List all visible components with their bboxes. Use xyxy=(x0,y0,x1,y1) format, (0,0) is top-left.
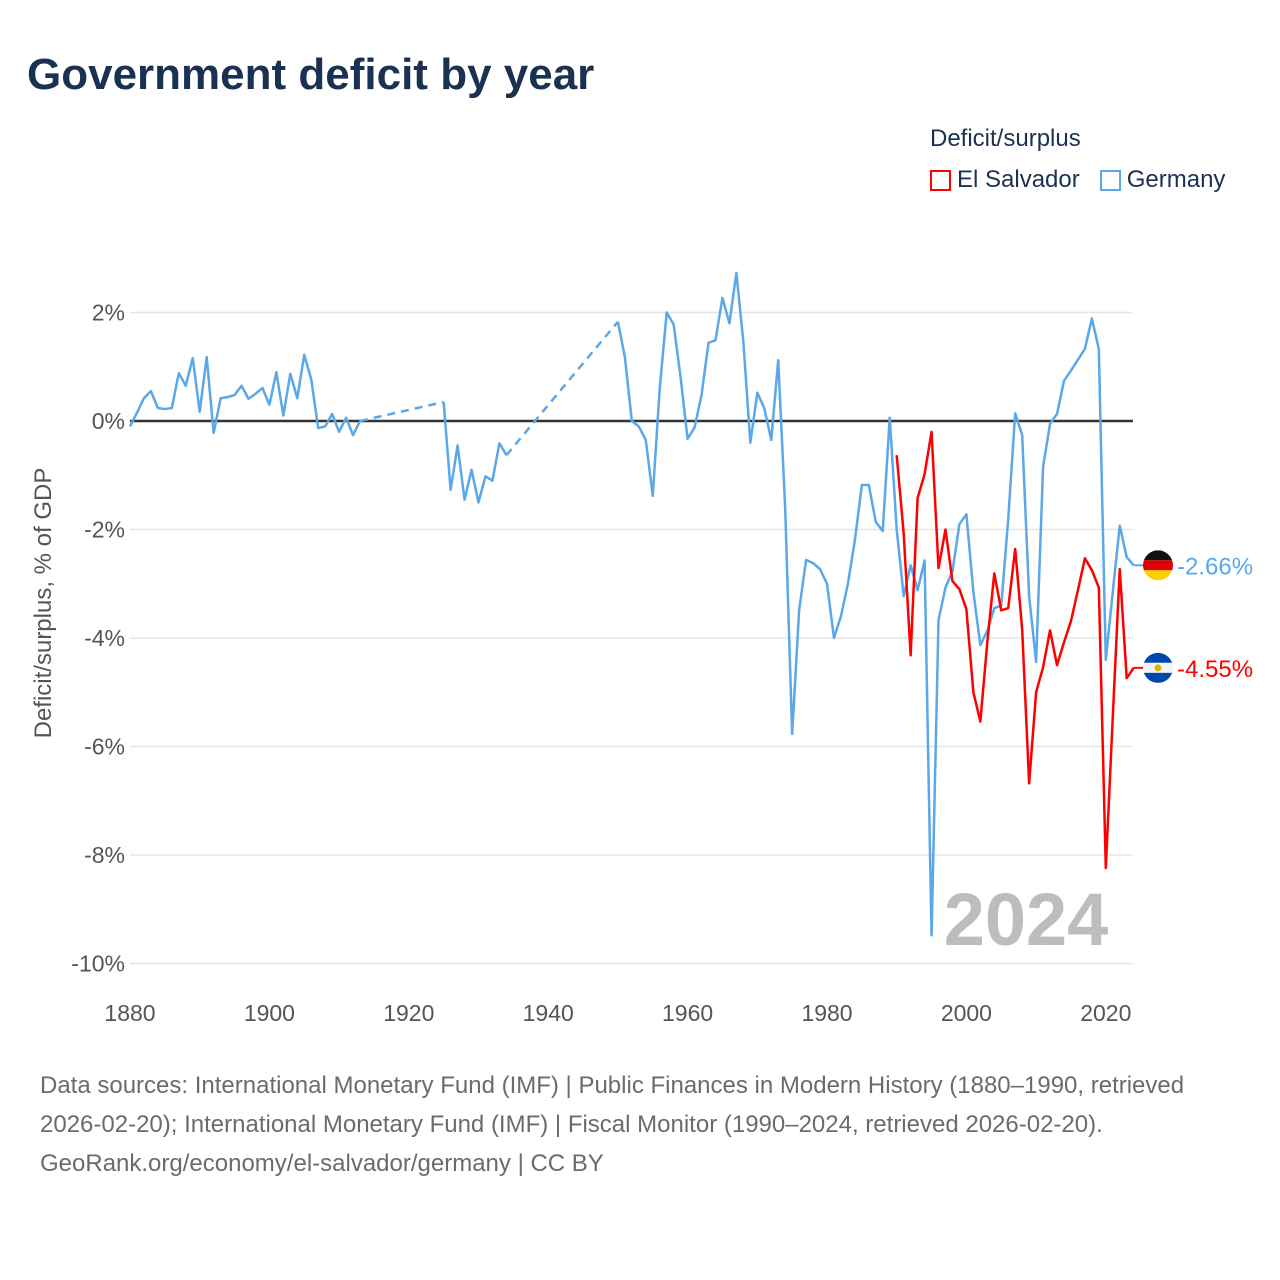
x-tick-label: 1940 xyxy=(523,1000,574,1026)
x-tick-label: 1920 xyxy=(383,1000,434,1026)
y-tick-label: -4% xyxy=(84,625,125,651)
x-tick-label: 1980 xyxy=(801,1000,852,1026)
series-line-germany xyxy=(128,353,362,437)
x-tick-label: 1880 xyxy=(104,1000,155,1026)
x-tick-label: 1960 xyxy=(662,1000,713,1026)
footer: Data sources: International Monetary Fun… xyxy=(40,1066,1250,1183)
legend-title: Deficit/surplus xyxy=(930,125,1081,152)
legend-item-el-salvador[interactable]: El Salvador xyxy=(930,166,1080,194)
y-tick-label: -6% xyxy=(84,734,125,760)
series-el-salvador xyxy=(895,430,1135,870)
el-salvador-flag-icon xyxy=(1143,652,1173,683)
y-tick-label: -2% xyxy=(84,517,125,543)
current-year-label: 2024 xyxy=(944,878,1109,961)
y-tick-label: 0% xyxy=(92,408,125,434)
x-tick-label: 2000 xyxy=(941,1000,992,1026)
y-axis-title: Deficit/surplus, % of GDP xyxy=(30,468,57,739)
series-line-el-salvador xyxy=(895,430,1135,870)
y-tick-label: -10% xyxy=(71,951,125,977)
x-axis-ticks: 1880 1900 1920 1940 1960 1980 2000 2020 xyxy=(104,1000,1131,1026)
series-gap-line-germany xyxy=(505,320,619,456)
legend-label: Germany xyxy=(1126,166,1226,193)
legend-swatch-germany xyxy=(1099,169,1121,191)
y-axis-ticks: 2% 0% -2% -4% -6% -8% -10% xyxy=(71,300,125,977)
credit-link[interactable]: GeoRank.org/economy/el-salvador/germany … xyxy=(40,1150,604,1177)
series-lines xyxy=(128,271,1135,937)
end-value-label-germany: -2.66% xyxy=(1177,553,1253,580)
chart-title: Government deficit by year xyxy=(27,50,595,99)
end-labels: -2.66% -4.55% xyxy=(1133,550,1253,683)
data-sources: Data sources: International Monetary Fun… xyxy=(40,1072,1185,1138)
series-germany xyxy=(128,271,1135,937)
y-tick-label: 2% xyxy=(92,300,125,326)
y-tick-label: -8% xyxy=(84,842,125,868)
legend: El Salvador Germany xyxy=(930,166,1225,194)
end-value-label-el-salvador: -4.55% xyxy=(1177,656,1253,683)
series-gap-line-germany xyxy=(359,400,444,423)
series-line-germany xyxy=(442,401,508,504)
coat-of-arms xyxy=(1154,664,1162,672)
x-tick-label: 2020 xyxy=(1080,1000,1131,1026)
x-tick-label: 1900 xyxy=(244,1000,295,1026)
legend-swatch-el-salvador xyxy=(930,169,951,191)
series-line-germany xyxy=(616,271,1135,937)
legend-item-germany[interactable]: Germany xyxy=(1099,166,1226,194)
legend-label: El Salvador xyxy=(957,166,1080,193)
germany-flag-icon xyxy=(1143,550,1173,581)
